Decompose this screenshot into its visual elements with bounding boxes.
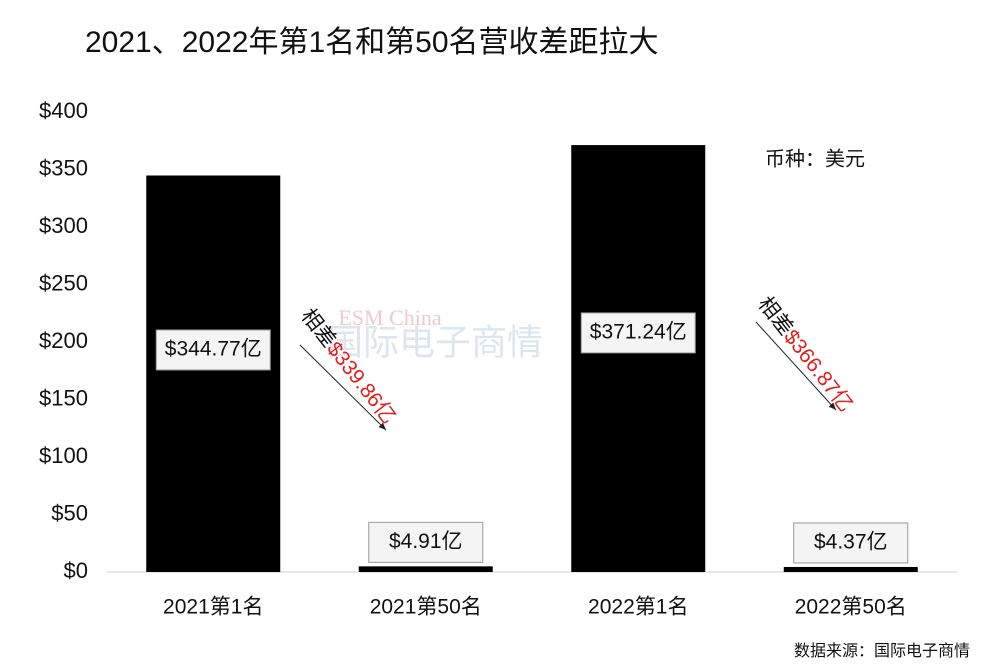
chart-title: 2021、2022年第1名和第50名营收差距拉大 xyxy=(85,26,659,59)
y-tick-label: $400 xyxy=(39,98,88,123)
y-tick-label: $350 xyxy=(39,155,88,180)
annotation-value: $366.87亿 xyxy=(780,325,858,416)
annotation-arrow xyxy=(755,321,837,411)
annotation-arrowhead xyxy=(378,422,386,430)
currency-note: 币种：美元 xyxy=(765,147,865,170)
value-label: $4.91亿 xyxy=(389,530,463,553)
value-label-box xyxy=(580,312,696,354)
x-tick-label: 2022第50名 xyxy=(795,596,907,619)
bar xyxy=(571,145,706,572)
value-label: $371.24亿 xyxy=(590,320,687,343)
source-note: 数据来源：国际电子商情 xyxy=(794,642,970,660)
annotation-arrowhead xyxy=(828,402,836,410)
annotation-arrow xyxy=(299,344,387,431)
y-tick-label: $0 xyxy=(64,558,88,583)
y-tick-label: $50 xyxy=(51,500,88,525)
value-label-box xyxy=(155,329,271,371)
y-tick-label: $300 xyxy=(39,213,88,238)
watermark: 国际电子商情 xyxy=(327,322,543,363)
value-label-box xyxy=(793,522,909,564)
bar xyxy=(358,566,493,572)
value-label-box xyxy=(368,521,484,563)
x-tick-label: 2021第50名 xyxy=(370,596,482,619)
bar xyxy=(783,566,918,572)
x-tick-label: 2022第1名 xyxy=(588,596,688,619)
bar xyxy=(146,175,281,572)
y-tick-label: $150 xyxy=(39,385,88,410)
value-label: $344.77亿 xyxy=(165,338,262,361)
y-tick-label: $200 xyxy=(39,328,88,353)
value-label: $4.37亿 xyxy=(814,531,888,554)
watermark: ESM China xyxy=(338,305,442,330)
x-tick-label: 2021第1名 xyxy=(163,596,263,619)
annotation: 相差$366.87亿 xyxy=(754,292,858,416)
y-tick-label: $100 xyxy=(39,443,88,468)
y-tick-label: $250 xyxy=(39,270,88,295)
